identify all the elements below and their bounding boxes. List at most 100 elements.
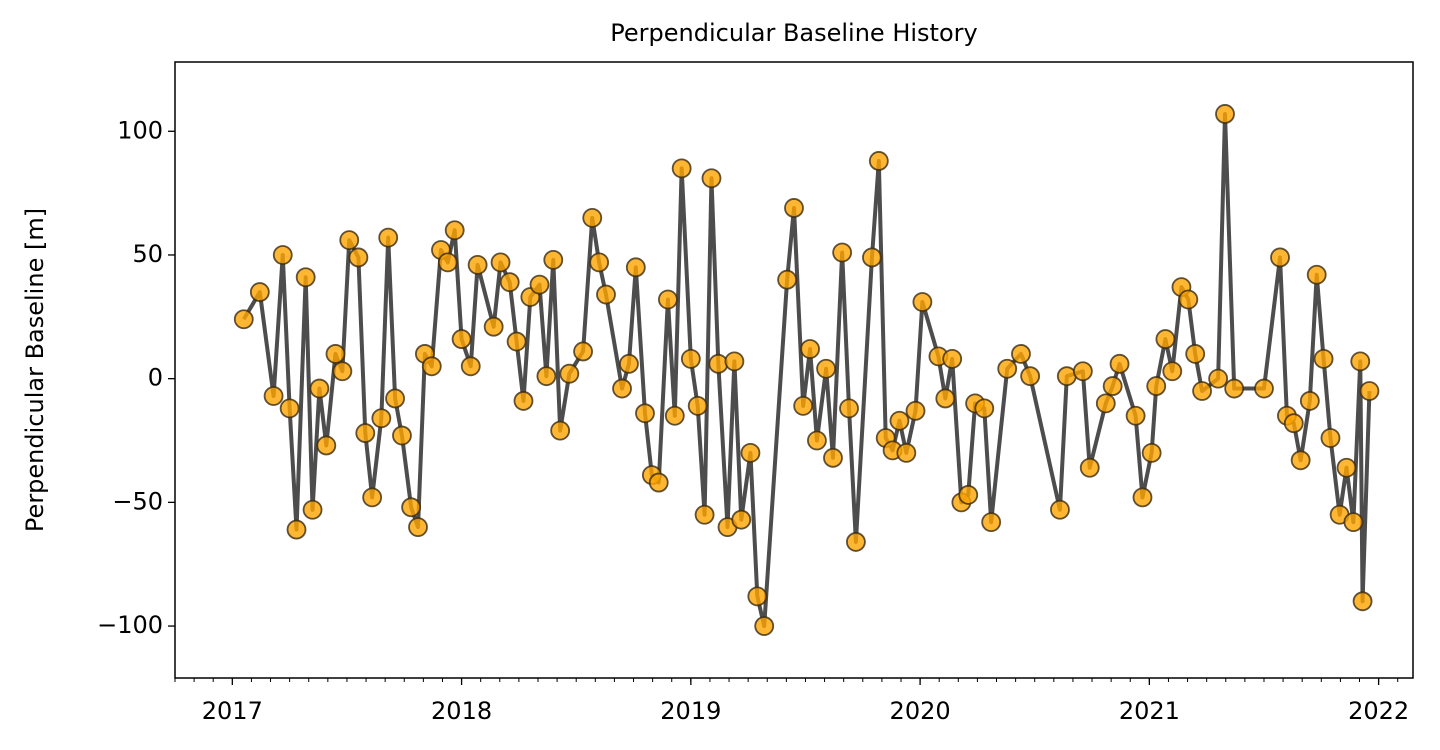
data-point — [1141, 442, 1162, 463]
data-point — [506, 331, 527, 352]
data-point — [747, 586, 768, 607]
data-point — [490, 252, 511, 273]
data-point — [339, 230, 360, 251]
data-point — [1125, 405, 1146, 426]
data-point — [1132, 487, 1153, 508]
data-point — [701, 168, 722, 189]
data-point — [625, 257, 646, 278]
data-point — [1178, 289, 1199, 310]
data-point — [529, 274, 550, 295]
data-point — [355, 423, 376, 443]
data-point — [694, 504, 715, 525]
data-point — [332, 361, 353, 382]
data-point — [385, 388, 405, 409]
data-point — [1208, 368, 1229, 389]
data-point — [839, 398, 859, 419]
data-point — [793, 395, 814, 416]
data-point — [1350, 351, 1371, 372]
data-point — [582, 207, 603, 228]
x-tick-label: 2022 — [1348, 697, 1409, 725]
data-point — [680, 348, 701, 369]
data-point — [437, 252, 458, 273]
data-point — [1320, 428, 1341, 448]
data-point — [687, 395, 708, 416]
data-point — [1215, 104, 1235, 124]
data-point — [1109, 353, 1130, 374]
data-point — [1359, 381, 1380, 401]
data-point — [889, 410, 910, 431]
data-point — [1020, 366, 1041, 387]
data-point — [648, 472, 669, 493]
data-point — [513, 391, 534, 411]
data-point — [664, 405, 685, 426]
data-point — [731, 509, 752, 530]
y-tick-label: 100 — [117, 116, 163, 144]
data-point — [444, 220, 465, 241]
data-point — [1162, 361, 1183, 382]
x-tick-label: 2017 — [202, 697, 263, 725]
data-point — [421, 356, 442, 377]
data-point — [832, 242, 853, 263]
data-point — [1224, 378, 1245, 399]
data-point — [784, 198, 804, 218]
data-point — [896, 442, 917, 463]
data-point — [868, 151, 889, 171]
data-point — [460, 356, 481, 377]
y-tick-label: 0 — [148, 364, 163, 392]
data-point — [467, 254, 488, 275]
data-point — [233, 309, 254, 330]
data-point — [392, 425, 412, 446]
data-point — [272, 245, 293, 265]
data-point — [635, 403, 655, 424]
data-point — [724, 351, 745, 372]
data-point — [1155, 329, 1176, 349]
data-point — [348, 247, 369, 268]
data-point — [362, 487, 383, 508]
data-point — [371, 408, 392, 429]
data-point — [671, 158, 692, 179]
data-point — [974, 398, 995, 419]
x-tick-label: 2021 — [1119, 697, 1180, 725]
data-point — [942, 348, 963, 369]
data-point — [958, 485, 979, 505]
data-point — [981, 512, 1002, 533]
data-point — [807, 430, 827, 451]
data-point — [559, 363, 580, 384]
data-point — [536, 366, 557, 387]
data-point — [1102, 376, 1123, 396]
data-point — [823, 447, 843, 468]
series-line — [242, 111, 1372, 629]
data-point — [309, 378, 330, 399]
data-point — [1079, 457, 1100, 478]
data-point — [777, 269, 798, 290]
data-point — [316, 435, 337, 456]
data-point — [249, 282, 270, 302]
data-point — [816, 358, 836, 379]
data-point — [912, 292, 933, 312]
data-point — [1343, 512, 1364, 533]
data-point — [451, 329, 472, 349]
data-point — [1270, 247, 1290, 268]
y-axis-label: Perpendicular Baseline [m] — [21, 208, 49, 532]
data-point — [740, 442, 761, 463]
data-point — [1072, 361, 1093, 382]
data-point — [573, 341, 593, 362]
data-point — [1283, 413, 1304, 434]
data-point — [279, 398, 300, 419]
data-point — [483, 316, 504, 337]
data-point — [596, 284, 616, 305]
data-point — [589, 252, 610, 273]
plot-frame — [174, 61, 1414, 679]
data-point — [708, 353, 729, 374]
data-point — [1306, 264, 1327, 285]
data-point — [1146, 376, 1167, 396]
data-point — [401, 497, 422, 518]
data-point — [286, 519, 307, 540]
data-point — [1050, 499, 1070, 520]
data-point — [800, 339, 820, 359]
data-point — [846, 532, 866, 552]
data-point — [935, 388, 956, 409]
data-point — [499, 272, 520, 293]
data-point — [754, 616, 775, 636]
